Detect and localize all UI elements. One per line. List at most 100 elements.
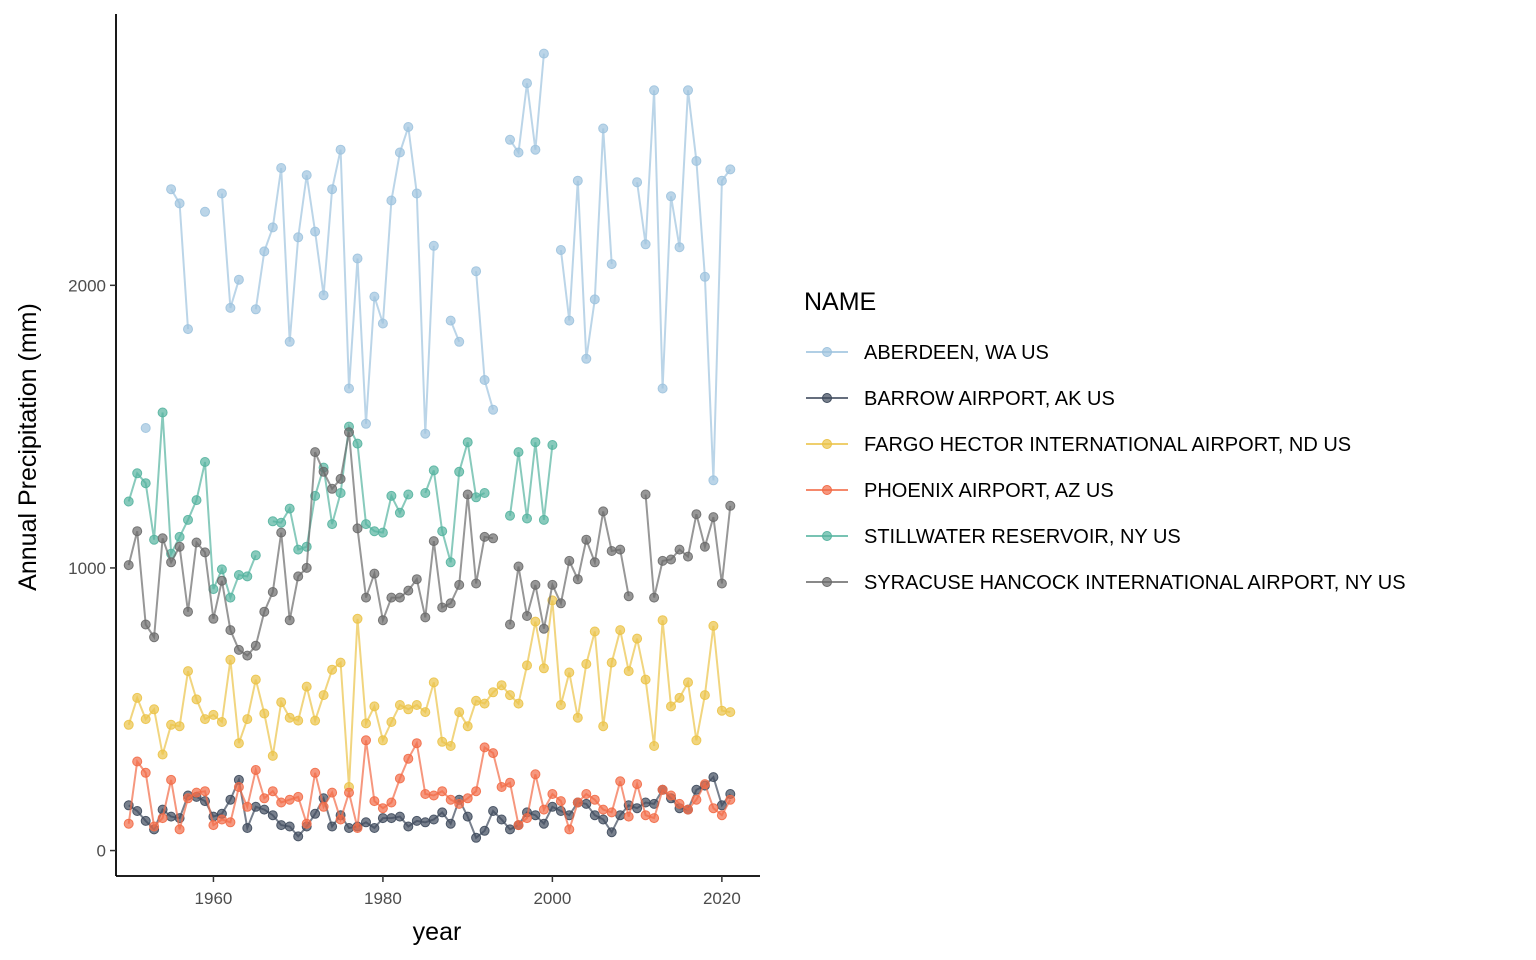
data-point [327, 483, 338, 494]
data-point [479, 825, 490, 836]
data-point [564, 667, 575, 678]
series-line [127, 412, 257, 601]
data-point [420, 488, 431, 498]
data-point [505, 510, 515, 521]
data-point [649, 592, 660, 603]
data-point [157, 749, 168, 760]
data-point [284, 615, 295, 626]
data-point [225, 654, 236, 665]
data-point [174, 541, 185, 552]
data-point [361, 418, 371, 429]
data-point [276, 163, 287, 173]
data-point [581, 789, 592, 799]
data-point [132, 756, 143, 767]
data-point [403, 753, 414, 764]
data-point [716, 578, 727, 589]
data-point [462, 811, 473, 822]
data-point [581, 798, 592, 809]
legend-items: ABERDEEN, WA US BARROW AIRPORT, AK US FARG… [806, 342, 1406, 594]
data-point [233, 644, 244, 655]
data-point [216, 814, 227, 825]
legend-key-point [822, 347, 832, 357]
data-point [140, 815, 151, 826]
series-aberdeen-wa-us [140, 48, 736, 486]
plot-area: 1960 1980 2000 2020 0 1000 2000 [68, 14, 760, 908]
data-point [538, 48, 549, 59]
data-point [454, 798, 465, 809]
data-point [140, 478, 151, 489]
data-point [293, 791, 304, 802]
data-point [445, 794, 456, 805]
data-point [361, 718, 371, 729]
data-point [242, 571, 253, 582]
data-point [505, 690, 515, 701]
data-point [166, 719, 177, 730]
data-point [699, 690, 710, 701]
y-axis-title: Annual Precipitation (mm) [14, 303, 42, 591]
data-point [335, 144, 346, 155]
data-point [640, 239, 651, 250]
data-point [259, 804, 270, 815]
data-point [496, 814, 507, 825]
data-point [242, 823, 253, 833]
data-point [369, 796, 380, 807]
data-point [276, 820, 287, 831]
x-tick-label: 2020 [703, 889, 741, 908]
data-point [386, 813, 397, 824]
series-line [254, 126, 435, 434]
data-point [183, 666, 193, 677]
data-point [327, 787, 338, 798]
series-line [220, 193, 240, 309]
data-point [301, 541, 312, 552]
series-line [127, 600, 731, 788]
y-tick-label: 0 [97, 842, 106, 861]
legend-item: SYRACUSE HANCOCK INTERNATIONAL AIRPORT, … [806, 572, 1406, 594]
data-point [505, 824, 515, 835]
x-tick-label: 1980 [364, 889, 402, 908]
data-point [666, 701, 676, 712]
data-point [174, 531, 185, 542]
legend-label: PHOENIX AIRPORT, AZ US [864, 480, 1114, 502]
data-point [267, 516, 278, 527]
data-point [513, 820, 524, 831]
data-point [166, 557, 177, 568]
data-point [716, 810, 727, 821]
data-point [632, 779, 643, 790]
data-point [725, 164, 736, 175]
data-point [233, 570, 244, 580]
data-point [666, 554, 676, 565]
data-point [123, 719, 134, 730]
data-point [691, 509, 702, 520]
data-point [462, 437, 473, 448]
data-point [377, 527, 388, 538]
data-point [318, 801, 329, 812]
data-point [403, 585, 414, 596]
data-point [674, 544, 685, 555]
data-point [555, 598, 566, 609]
data-point [377, 318, 388, 329]
data-point [123, 818, 134, 829]
x-axis-title: year [413, 918, 462, 946]
legend: NAME ABERDEEN, WA US BARROW AIRPORT, AK U… [804, 288, 1406, 594]
data-point [564, 555, 575, 566]
data-point [276, 517, 287, 528]
data-point [250, 304, 261, 315]
data-point [183, 793, 193, 804]
data-point [301, 818, 312, 829]
data-point [598, 804, 609, 815]
data-point [233, 782, 244, 792]
data-point [267, 222, 278, 233]
data-point [538, 663, 549, 674]
data-point [386, 490, 397, 501]
series-line [170, 188, 189, 330]
data-point [411, 188, 422, 199]
data-point [369, 568, 380, 579]
data-point [386, 592, 397, 603]
data-point [250, 801, 261, 812]
data-point [225, 817, 236, 828]
legend-item: ABERDEEN, WA US [806, 342, 1049, 364]
data-point [344, 823, 354, 833]
data-point [615, 625, 626, 636]
data-point [293, 831, 304, 842]
data-point [505, 619, 515, 630]
